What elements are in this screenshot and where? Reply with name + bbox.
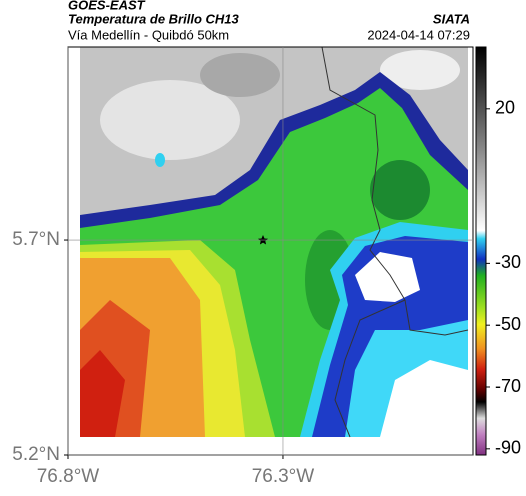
colorbar <box>475 46 487 456</box>
title: Temperatura de Brillo CH13 <box>68 11 240 26</box>
org: SIATA <box>433 11 470 26</box>
x-tick-label: 76.3°W <box>252 466 315 487</box>
x-tick-label: 76.8°W <box>37 466 100 487</box>
axes: 76.8°W 76.3°W 5.2°N 5.7°N 20 -30 -50 -70 -90 <box>12 47 521 487</box>
y-tick-label: 5.2°N <box>12 444 60 465</box>
timestamp: 2024-04-14 07:29 <box>367 27 470 42</box>
colorbar-tick-label: 20 <box>495 98 515 118</box>
colorbar-tick-label: -30 <box>495 252 521 272</box>
colorbar-tick-label: -90 <box>495 438 521 458</box>
imagery <box>67 46 474 456</box>
subtitle: Vía Medellín - Quibdó 50km <box>68 27 229 42</box>
colorbar-tick-label: -50 <box>495 314 521 334</box>
y-tick-label: 5.7°N <box>12 229 60 250</box>
source: GOES-EAST <box>68 0 146 12</box>
colorbar-tick-label: -70 <box>495 376 521 396</box>
